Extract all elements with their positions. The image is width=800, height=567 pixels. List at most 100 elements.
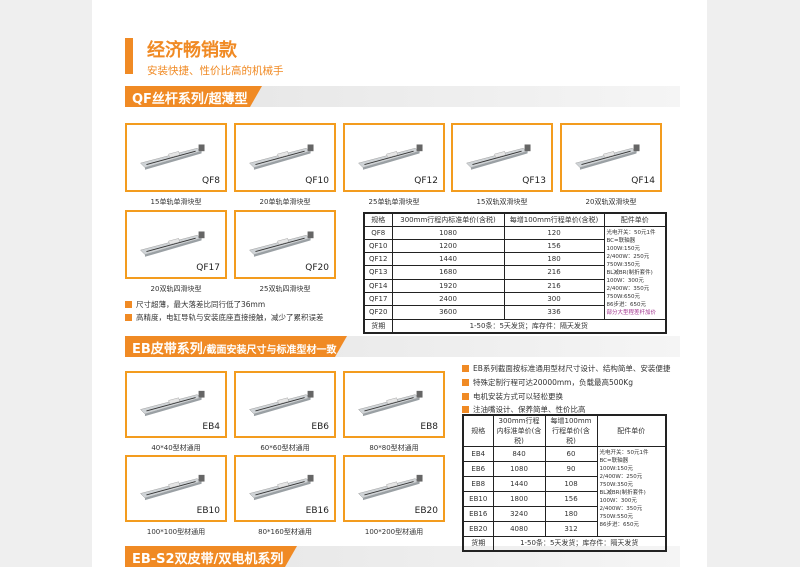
column-header: 规格	[462, 414, 494, 447]
column-header: 每增100mm行程单价(含税)	[544, 414, 598, 447]
table-cell: 1200	[391, 238, 505, 254]
accessory-line: BL减BR(制折套件)	[599, 490, 646, 496]
page-subtitle: 安装快捷、性价比高的机械手	[147, 65, 284, 77]
accessory-line: 光电开关：50元1件	[606, 229, 656, 236]
product-caption: 80*80型材通用	[369, 444, 419, 452]
product-caption: 20单轨单滑块型	[259, 198, 311, 206]
accessory-line: 100W:150元	[599, 466, 633, 472]
table-cell: 216	[503, 265, 605, 280]
accessory-line: 2/400W：350元	[606, 285, 650, 292]
table-cell: 180	[503, 252, 605, 267]
table-cell: 1440	[391, 252, 505, 267]
actuator-image	[248, 391, 314, 417]
product-caption: 15单轨单滑块型	[150, 198, 202, 206]
product-model: EB20	[414, 506, 438, 516]
actuator-image	[574, 144, 640, 170]
table-header-row: 规格 300mm行程内标准单价(含税) 每增100mm行程单价(含税) 配件单价	[462, 414, 667, 447]
feature-bullet: EB系列截面按标准通用型材尺寸设计、结构简单、安装便捷	[462, 363, 670, 374]
table-cell: EB4	[462, 446, 494, 462]
accessory-line: BC=联轴器	[606, 237, 636, 244]
table-cell: QF17	[363, 291, 393, 307]
product-card-qf: QF14	[560, 123, 662, 192]
product-model: QF13	[522, 176, 546, 186]
table-cell: 120	[503, 225, 605, 240]
bullet-square-icon	[462, 379, 469, 386]
table-row: QF8 1080 120 光电开关：50元1件 BC=联轴器 100W:150元 2/400…	[363, 225, 667, 320]
product-card-qf: QF8	[125, 123, 227, 192]
table-cell: QF10	[363, 238, 393, 254]
table-cell: QF12	[363, 252, 393, 267]
bullet-text: 高精度，电缸导轨与安装底座直接接触，减少了累积误差	[136, 313, 324, 322]
table-cell: EB6	[462, 461, 494, 477]
actuator-image	[465, 144, 531, 170]
table-cell: 1800	[492, 491, 546, 507]
product-model: QF17	[196, 263, 220, 273]
actuator-image	[357, 391, 423, 417]
bullet-square-icon	[462, 393, 469, 400]
table-cell: 1920	[391, 278, 505, 293]
actuator-image	[248, 475, 314, 501]
product-model: EB8	[420, 422, 438, 432]
table-cell: 300	[503, 291, 605, 307]
product-caption: 15双轨双滑块型	[476, 198, 528, 206]
product-caption: 80*160型材通用	[258, 528, 312, 536]
bullet-text: 特殊定制行程可达20000mm，负载最高500Kg	[473, 378, 633, 387]
accessory-line: 100W:150元	[606, 245, 640, 252]
eb-banner-main: EB皮带系列	[132, 342, 203, 357]
delivery-label: 货期	[363, 318, 393, 334]
accessory-note: 部分大型程差杆加价	[606, 309, 657, 316]
table-header-row: 规格 300mm行程内标准单价(含税) 每增100mm行程单价(含税) 配件单价	[363, 212, 667, 227]
actuator-image	[139, 475, 205, 501]
product-caption: 100*100型材通用	[146, 528, 206, 536]
table-cell: 108	[544, 476, 598, 492]
table-cell: 3600	[391, 305, 505, 320]
column-header: 配件单价	[603, 212, 667, 227]
column-header: 规格	[363, 212, 393, 227]
bullet-text: 电机安装方式可以轻松更换	[473, 392, 563, 401]
bullet-square-icon	[462, 406, 469, 413]
product-card-qf: QF20	[234, 210, 336, 279]
column-header: 300mm行程内标准单价(含税)	[492, 414, 546, 447]
feature-bullet: 注油嘴设计、保养简单、性价比高	[462, 404, 586, 415]
table-row: QF10 1200 156	[363, 238, 666, 254]
product-model: EB4	[202, 422, 220, 432]
eb-banner-title: EB皮带系列/截面安装尺寸与标准型材一致	[132, 338, 336, 357]
bullet-square-icon	[125, 301, 132, 308]
qf-price-table: 规格 300mm行程内标准单价(含税) 每增100mm行程单价(含税) 配件单价 QF8…	[363, 212, 667, 334]
table-cell: 1680	[391, 265, 505, 280]
bullet-text: 注油嘴设计、保养简单、性价比高	[473, 405, 586, 414]
product-model: QF20	[305, 263, 329, 273]
accessory-line: 750W:350元	[599, 482, 633, 488]
product-card-qf: QF12	[343, 123, 445, 192]
table-cell: 4080	[492, 521, 546, 537]
product-card-eb: EB10	[125, 455, 227, 522]
delivery-value: 1-50条：5天发货；库存件：隔天发货	[391, 318, 667, 334]
product-model: EB10	[196, 506, 220, 516]
actuator-image	[139, 391, 205, 417]
table-cell: 180	[544, 506, 598, 522]
table-cell: 336	[503, 305, 605, 320]
eb-price-table: 规格 300mm行程内标准单价(含税) 每增100mm行程单价(含税) 配件单价 EB4…	[462, 414, 667, 552]
table-cell: 156	[544, 491, 598, 507]
delivery-row: 货期 1-50条：5天发货；库存件：隔天发货	[462, 536, 667, 551]
table-cell: QF13	[363, 265, 393, 280]
qf-banner-title: QF丝杆系列/超薄型	[132, 92, 248, 107]
table-cell: EB16	[462, 506, 494, 522]
product-model: QF14	[631, 176, 655, 186]
column-header: 每增100mm行程单价(含税)	[503, 212, 605, 227]
product-card-qf: QF13	[451, 123, 553, 192]
table-cell: 2400	[391, 291, 505, 307]
accessory-line: 100W：300元	[599, 498, 637, 504]
product-card-qf: QF10	[234, 123, 336, 192]
accessory-line: BC=联轴器	[599, 458, 629, 464]
accessory-prices: 光电开关：50元1件 BC=联轴器 100W:150元 2/400W：250元 750W…	[596, 446, 667, 537]
bullet-square-icon	[125, 314, 132, 321]
product-card-eb: EB4	[125, 371, 227, 438]
accessory-line: 100W：300元	[606, 277, 644, 284]
product-model: EB6	[311, 422, 329, 432]
accessory-line: 750W:650元	[606, 293, 640, 300]
product-card-eb: EB6	[234, 371, 336, 438]
product-caption: 20双轨双滑块型	[585, 198, 637, 206]
actuator-image	[357, 475, 423, 501]
table-cell: 90	[544, 461, 598, 477]
